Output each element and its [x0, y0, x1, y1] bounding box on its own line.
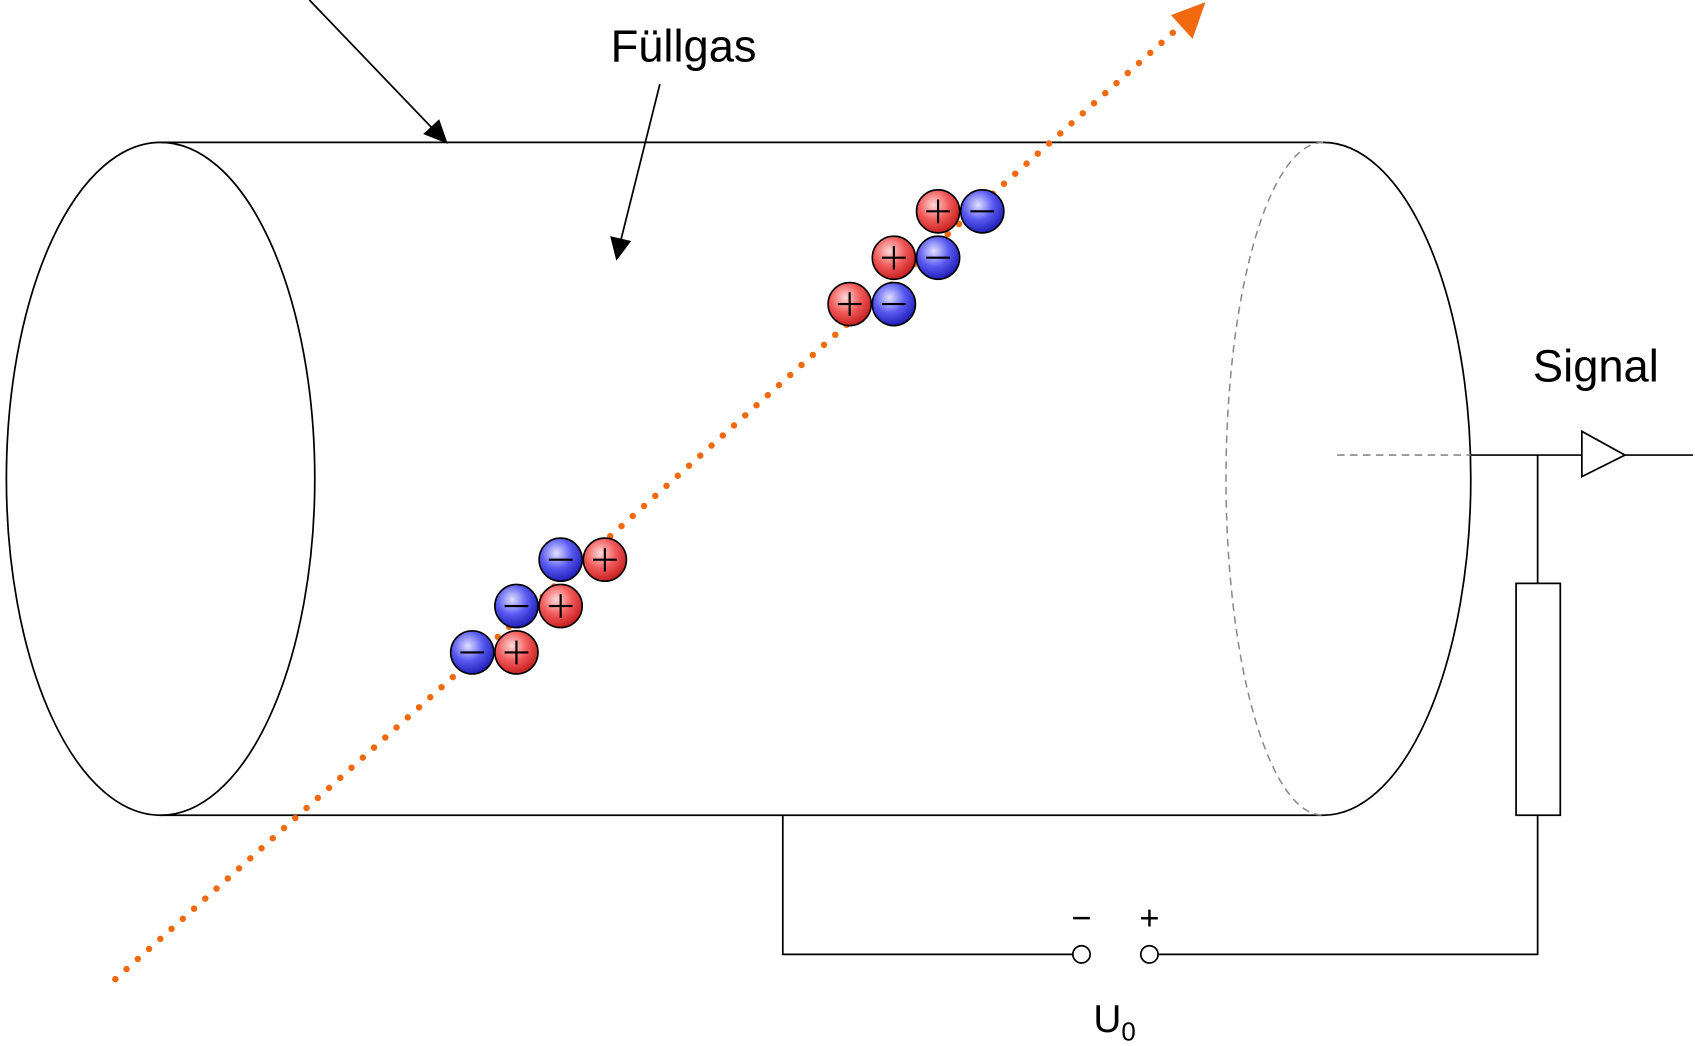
particle-arrowhead [1171, 2, 1206, 39]
voltage-subscript: 0 [1121, 1019, 1135, 1046]
amplifier [1580, 429, 1627, 479]
cylinder-right-end [1323, 141, 1472, 817]
cylinder-left-end [5, 141, 316, 817]
circuit [781, 429, 1693, 964]
arrowhead [610, 236, 632, 261]
voltage-symbol: U [1093, 998, 1121, 1041]
ion-pairs [449, 188, 1005, 675]
fill-gas-label: Füllgas [611, 20, 757, 71]
labels: Füllgas Signal − + U0 [611, 20, 1659, 1046]
terminal-plus [1139, 944, 1159, 964]
terminal-minus [1072, 944, 1091, 964]
cylinder-hidden-edge [1225, 141, 1324, 816]
wall-arrow [308, 0, 435, 130]
signal-label: Signal [1533, 341, 1659, 392]
arrowhead [423, 119, 448, 144]
gas-arrow [620, 83, 661, 240]
wire [781, 815, 1073, 956]
pointer-arrows [308, 0, 661, 261]
particle-track [112, 20, 1187, 983]
resistor [1515, 582, 1562, 817]
minus-label: − [1071, 900, 1091, 938]
wire [1158, 815, 1539, 956]
voltage-label: U0 [1093, 998, 1135, 1046]
plus-label: + [1139, 900, 1159, 938]
cylinder [5, 141, 1472, 817]
